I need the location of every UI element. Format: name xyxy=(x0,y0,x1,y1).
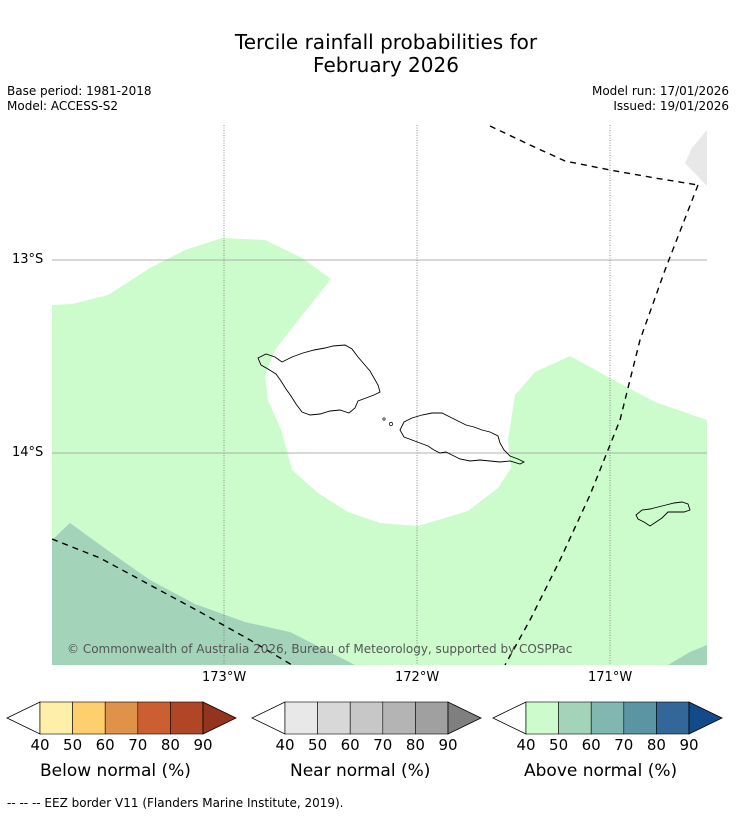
above-normal-50-region-southeast xyxy=(668,645,707,665)
below-cell-70 xyxy=(137,701,171,735)
above-tick-90: 90 xyxy=(679,736,699,754)
model-run: Model run: 17/01/2026 xyxy=(591,84,729,98)
lat-label-14s: 14°S xyxy=(12,445,44,460)
island-savaii xyxy=(257,344,381,416)
eez-legend-footer: -- -- -- EEZ border V11 (Flanders Marine… xyxy=(7,796,344,810)
near-cell-40 xyxy=(284,701,318,735)
chart-title: Tercile rainfall probabilities for Febru… xyxy=(0,31,736,77)
lon-label-172w: 172°W xyxy=(395,670,440,685)
lon-label-173w: 173°W xyxy=(202,670,247,685)
islet-1 xyxy=(382,417,386,421)
title-line-1: Tercile rainfall probabilities for xyxy=(234,30,538,54)
island-tutuila xyxy=(635,501,691,527)
above-extend-low xyxy=(492,701,527,735)
below-cell-50 xyxy=(72,701,106,735)
above-tick-60: 60 xyxy=(581,736,601,754)
eez-border-east xyxy=(504,184,699,665)
issued-date: Issued: 19/01/2026 xyxy=(613,99,729,113)
island-upolu xyxy=(399,412,526,465)
above-tick-70: 70 xyxy=(614,736,634,754)
islet-2 xyxy=(389,422,393,426)
rainfall-map xyxy=(52,125,707,665)
above-cell-70 xyxy=(623,701,657,735)
near-normal-40-region xyxy=(685,130,707,186)
above-cell-40 xyxy=(525,701,559,735)
model-name: Model: ACCESS-S2 xyxy=(7,99,119,113)
near-tick-80: 80 xyxy=(405,736,425,754)
below-cell-80 xyxy=(170,701,204,735)
colorbar-title-below: Below normal (%) xyxy=(40,761,191,781)
below-extend-low xyxy=(6,701,41,735)
near-cell-60 xyxy=(349,701,384,735)
below-tick-90: 90 xyxy=(193,736,213,754)
above-tick-40: 40 xyxy=(516,736,536,754)
below-cell-40 xyxy=(39,701,73,735)
eez-border-north xyxy=(489,125,699,186)
above-normal-50-region-southwest xyxy=(52,523,355,665)
above-cell-60 xyxy=(590,701,625,735)
eez-border-southwest xyxy=(52,538,293,665)
below-tick-50: 50 xyxy=(63,736,83,754)
near-tick-90: 90 xyxy=(438,736,458,754)
above-tick-50: 50 xyxy=(549,736,569,754)
below-extend-high xyxy=(202,701,237,735)
lon-label-171w: 171°W xyxy=(588,670,633,685)
above-normal-40-region-west xyxy=(52,238,707,665)
colorbar-below-normal xyxy=(6,701,237,735)
above-tick-80: 80 xyxy=(646,736,666,754)
near-tick-50: 50 xyxy=(308,736,328,754)
above-cell-80 xyxy=(656,701,690,735)
near-extend-high xyxy=(447,701,482,735)
near-cell-80 xyxy=(415,701,449,735)
below-tick-80: 80 xyxy=(160,736,180,754)
above-extend-high xyxy=(688,701,723,735)
lat-label-13s: 13°S xyxy=(12,252,44,267)
near-tick-60: 60 xyxy=(340,736,360,754)
colorbar-title-above: Above normal (%) xyxy=(524,761,678,781)
meta-left: Base period: 1981-2018 Model: ACCESS-S2 xyxy=(7,84,152,114)
below-tick-40: 40 xyxy=(30,736,50,754)
near-extend-low xyxy=(251,701,286,735)
meta-right: Model run: 17/01/2026 Issued: 19/01/2026 xyxy=(592,84,729,114)
near-cell-70 xyxy=(382,701,416,735)
copyright-notice: © Commonwealth of Australia 2026, Bureau… xyxy=(67,642,573,656)
near-cell-50 xyxy=(317,701,351,735)
colorbar-near-normal xyxy=(251,701,482,735)
colorbar-title-near: Near normal (%) xyxy=(290,761,431,781)
near-tick-70: 70 xyxy=(373,736,393,754)
above-cell-50 xyxy=(558,701,592,735)
title-line-2: February 2026 xyxy=(313,53,459,77)
colorbars xyxy=(6,701,723,735)
near-tick-40: 40 xyxy=(275,736,295,754)
below-cell-60 xyxy=(104,701,139,735)
colorbar-above-normal xyxy=(492,701,723,735)
below-tick-70: 70 xyxy=(128,736,148,754)
below-tick-60: 60 xyxy=(95,736,115,754)
base-period: Base period: 1981-2018 xyxy=(7,84,152,98)
